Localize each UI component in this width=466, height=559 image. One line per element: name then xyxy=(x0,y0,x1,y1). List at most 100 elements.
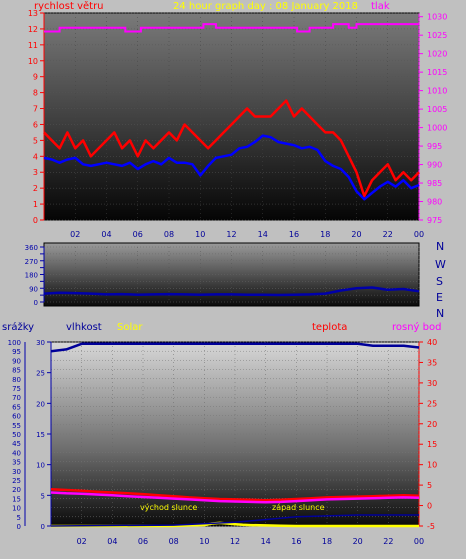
pressure-axis-tick-label: 990 xyxy=(427,161,442,170)
x-axis-tick-label: 16 xyxy=(291,537,301,546)
wind-axis-tick-label: 12 xyxy=(28,25,38,34)
rain-axis-tick-label: 40 xyxy=(12,449,21,457)
temperature-axis-tick-label: 0 xyxy=(427,502,432,511)
x-axis-tick-label: 14 xyxy=(258,230,268,239)
temperature-axis-tick-label: 15 xyxy=(427,440,437,449)
wind-axis-tick-label: 2 xyxy=(33,184,38,193)
rain-axis-tick-label: 60 xyxy=(12,413,21,421)
pressure-axis-tick-label: 985 xyxy=(427,179,442,188)
pressure-axis-tick-label: 1015 xyxy=(427,68,447,77)
humidity-axis-tick-label: 10 xyxy=(36,462,45,470)
chart-marks: 0123456789101112139759809859909951000100… xyxy=(8,9,448,546)
rain-axis-tick-label: 35 xyxy=(12,459,21,467)
x-axis-tick-label: 12 xyxy=(230,537,240,546)
wind-axis-tick-label: 13 xyxy=(28,9,38,18)
humidity-axis-tick-label: 25 xyxy=(36,370,45,378)
dewpoint-label: rosný bod xyxy=(392,321,441,333)
direction-label-s: S xyxy=(436,275,443,288)
x-axis-tick-label: 12 xyxy=(226,230,236,239)
temperature-axis-tick-label: 40 xyxy=(427,338,437,347)
rain-total-line xyxy=(50,514,419,527)
temperature-axis-tick-label: 20 xyxy=(427,420,437,429)
x-axis-tick-label: 22 xyxy=(383,537,393,546)
x-axis-tick-label: 04 xyxy=(107,537,117,546)
x-axis-tick-label: 14 xyxy=(261,537,271,546)
x-axis-tick-label: 00 xyxy=(414,230,424,239)
x-axis-tick-label: 18 xyxy=(320,230,330,239)
pressure-axis-tick-label: 1005 xyxy=(427,105,447,114)
x-axis-tick-label: 16 xyxy=(289,230,299,239)
wind-axis-tick-label: 11 xyxy=(28,41,38,50)
pressure-axis-tick-label: 1025 xyxy=(427,31,447,40)
temperature-axis-tick-label: -5 xyxy=(427,522,435,531)
dewpoint-line xyxy=(50,491,420,504)
rain-axis-tick-label: 55 xyxy=(12,422,21,430)
x-axis-tick-label: 20 xyxy=(353,537,363,546)
rain-axis-tick-label: 45 xyxy=(12,440,21,448)
x-axis-tick-label: 00 xyxy=(414,537,424,546)
wind-axis-tick-label: 7 xyxy=(33,105,38,114)
rain-axis-tick-label: 100 xyxy=(8,339,21,347)
solar-label: Solar xyxy=(117,322,143,333)
x-axis-tick-label: 08 xyxy=(164,230,174,239)
wind-axis-tick-label: 10 xyxy=(28,57,38,66)
wind-axis-tick-label: 4 xyxy=(33,152,38,161)
humidity-axis-tick-label: 0 xyxy=(41,523,45,531)
x-axis-tick-label: 20 xyxy=(351,230,361,239)
rain-axis-tick-label: 90 xyxy=(12,357,21,365)
pressure-axis-tick-label: 1010 xyxy=(427,87,447,96)
wind-axis-tick-label: 6 xyxy=(33,120,38,129)
temperature-axis-tick-label: 10 xyxy=(427,461,437,470)
pressure-axis-tick-label: 975 xyxy=(427,216,442,225)
pressure-axis-tick-label: 1030 xyxy=(427,13,447,22)
rain-axis-tick-label: 85 xyxy=(12,367,21,375)
direction-axis-tick-label: 90 xyxy=(29,285,38,293)
rain-axis-tick-label: 15 xyxy=(12,495,21,503)
x-axis-tick-label: 02 xyxy=(77,537,87,546)
direction-axis-tick-label: 360 xyxy=(25,244,38,252)
temperature-axis-tick-label: 35 xyxy=(427,358,437,367)
graph-title: 24 hour graph day : 08 January 2018 xyxy=(173,1,358,12)
humidity-label: vlhkost xyxy=(66,322,102,333)
humidity-axis-tick-label: 30 xyxy=(36,339,45,347)
rain-axis-tick-label: 75 xyxy=(12,385,21,393)
humidity-axis-tick-label: 5 xyxy=(41,492,45,500)
temperature-label: teplota xyxy=(312,322,347,333)
sunset-annotation: západ slunce xyxy=(272,503,325,512)
temperature-line xyxy=(50,487,420,502)
direction-axis-tick-label: 180 xyxy=(25,272,38,280)
pressure-axis-tick-label: 995 xyxy=(427,142,442,151)
temperature-axis-tick-label: 30 xyxy=(427,379,437,388)
rain-axis-tick-label: 95 xyxy=(12,348,21,356)
direction-axis-tick-label: 270 xyxy=(25,258,38,266)
rain-axis-tick-label: 80 xyxy=(12,376,21,384)
direction-axis-tick-label: 0 xyxy=(34,299,38,307)
rain-axis-tick-label: 10 xyxy=(12,505,21,513)
direction-label-w: W xyxy=(435,258,446,271)
rain-axis-tick-label: 70 xyxy=(12,394,21,402)
x-axis-tick-label: 06 xyxy=(138,537,148,546)
x-axis-tick-label: 18 xyxy=(322,537,332,546)
rain-axis-tick-label: 20 xyxy=(12,486,21,494)
wind-axis-tick-label: 5 xyxy=(33,136,38,145)
humidity-axis-tick-label: 15 xyxy=(36,431,45,439)
pressure-axis-tick-label: 1020 xyxy=(427,50,447,59)
pressure-axis-tick-label: 980 xyxy=(427,198,442,207)
wind-axis-tick-label: 8 xyxy=(33,89,38,98)
rain-axis-tick-label: 30 xyxy=(12,468,21,476)
humidity-line xyxy=(50,342,420,353)
x-axis-tick-label: 10 xyxy=(199,537,209,546)
x-axis-tick-label: 10 xyxy=(195,230,205,239)
rain-axis-tick-label: 5 xyxy=(17,514,21,522)
direction-label-n-bottom: N xyxy=(436,307,444,320)
x-axis-tick-label: 22 xyxy=(383,230,393,239)
humidity-axis-tick-label: 20 xyxy=(36,400,45,408)
x-axis-tick-label: 04 xyxy=(101,230,111,239)
wind-axis-tick-label: 0 xyxy=(33,216,38,225)
wind-axis-tick-label: 3 xyxy=(33,168,38,177)
rain-label: srážky xyxy=(2,321,34,333)
pressure-axis-tick-label: 1000 xyxy=(427,124,447,133)
rain-axis-tick-label: 50 xyxy=(12,431,21,439)
